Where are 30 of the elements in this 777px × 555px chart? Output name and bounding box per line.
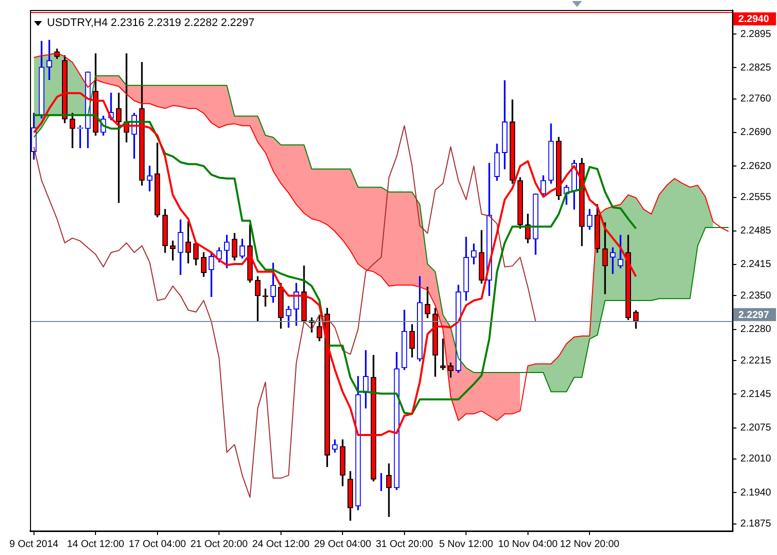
- y-tick-label: 2.2825: [740, 62, 772, 74]
- y-tick-label: 2.2010: [740, 454, 772, 465]
- y-tick-label: 2.1940: [740, 487, 772, 498]
- y-tick-label: 2.2075: [740, 422, 772, 434]
- y-tick-label: 2.2760: [740, 94, 772, 105]
- y-tick-label: 2.2620: [740, 160, 772, 172]
- x-tick-label: 9 Oct 2014: [9, 538, 59, 550]
- x-tick-label: 5 Nov 12:00: [439, 538, 494, 550]
- y-tick-label: 2.2690: [740, 127, 772, 138]
- y-tick-label: 2.2895: [740, 28, 772, 40]
- x-tick-label: 21 Oct 20:00: [190, 538, 248, 550]
- x-tick-label: 10 Nov 04:00: [498, 538, 558, 550]
- x-tick-label: 31 Oct 20:00: [376, 538, 434, 550]
- y-tick-label: 2.2485: [740, 226, 772, 237]
- y-tick-label: 2.2280: [740, 324, 772, 336]
- y-tick-label: 2.2145: [740, 388, 772, 400]
- x-tick-label: 29 Oct 04:00: [314, 538, 372, 550]
- ref-line-label: 2.2940: [738, 14, 770, 26]
- y-tick-label: 2.2350: [740, 290, 772, 302]
- x-tick-label: 24 Oct 12:00: [252, 538, 310, 550]
- candlestick: [386, 463, 392, 517]
- x-tick-label: 12 Nov 20:00: [560, 538, 620, 550]
- x-tick-label: 17 Oct 04:00: [128, 538, 186, 550]
- y-tick-label: 2.2215: [740, 355, 772, 366]
- ref-line-label: 2.2297: [738, 310, 770, 321]
- text: USDTRY,H4 2.2316 2.2319 2.2282 2.2297: [47, 17, 255, 29]
- y-tick-label: 2.1875: [740, 518, 772, 530]
- y-tick-label: 2.2415: [740, 259, 772, 270]
- x-tick-label: 14 Oct 12:00: [66, 538, 125, 550]
- y-tick-label: 2.2555: [740, 192, 772, 204]
